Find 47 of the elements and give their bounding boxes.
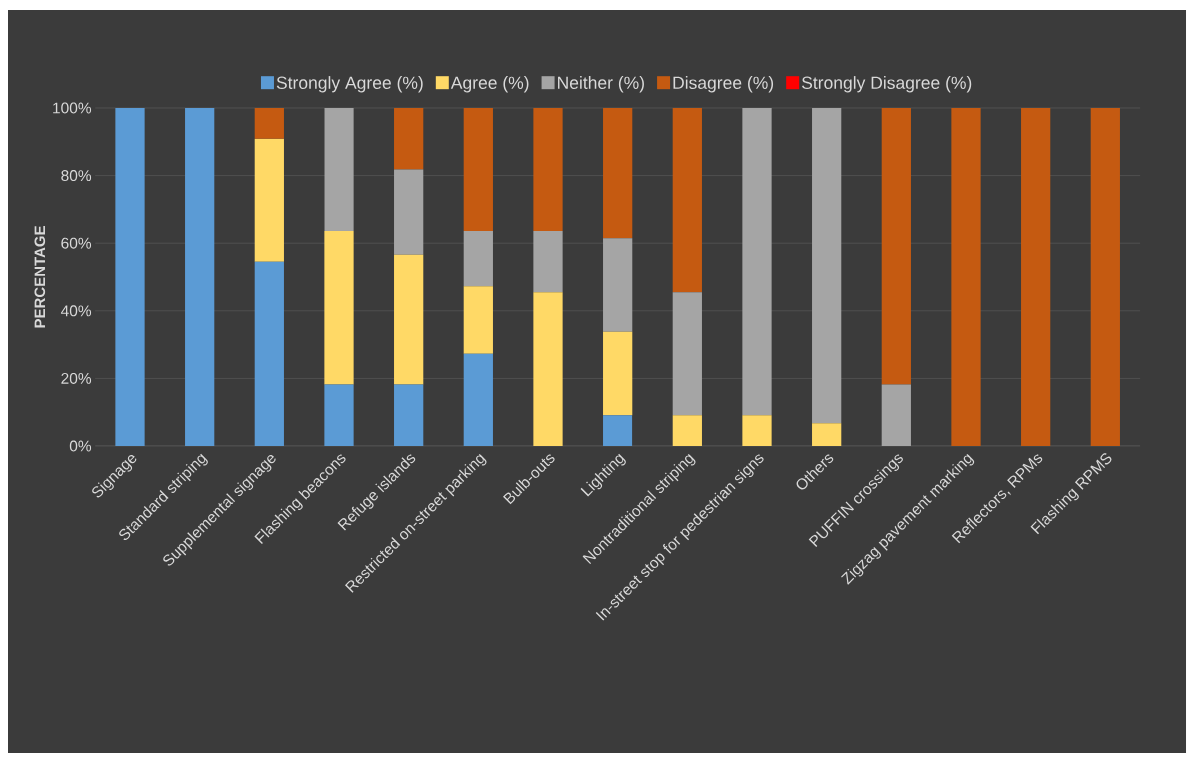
bar xyxy=(672,108,702,293)
bar xyxy=(463,108,493,232)
y-tick-label: 80% xyxy=(61,170,92,182)
bar xyxy=(1021,108,1051,446)
bar xyxy=(254,261,284,446)
bar xyxy=(533,292,563,446)
bar xyxy=(812,423,842,446)
legend-label: Strongly Disagree (%) xyxy=(801,76,972,93)
bar xyxy=(672,292,702,416)
y-tick-label: 40% xyxy=(60,305,92,317)
bar xyxy=(394,254,424,385)
bar xyxy=(533,108,563,232)
bar xyxy=(603,331,633,416)
y-tick-label: 100% xyxy=(53,102,92,114)
bar xyxy=(394,169,424,255)
bar xyxy=(742,415,772,446)
bar xyxy=(951,108,981,446)
bar xyxy=(603,108,633,239)
bar xyxy=(463,286,493,354)
legend-label: Agree (%) xyxy=(450,76,529,93)
legend-label: Neither (%) xyxy=(558,76,644,93)
bar xyxy=(533,231,563,293)
bar xyxy=(324,231,354,385)
bar xyxy=(603,238,633,332)
bar xyxy=(324,384,354,446)
bar xyxy=(881,108,911,385)
bar xyxy=(394,108,424,170)
bar xyxy=(603,415,633,446)
bar xyxy=(115,108,145,446)
bar xyxy=(1090,108,1120,446)
y-tick-label: 0% xyxy=(69,440,92,452)
y-tick-label: 60% xyxy=(61,237,92,249)
bar xyxy=(324,108,354,232)
bar xyxy=(463,231,493,287)
y-tick-label: 20% xyxy=(61,372,92,384)
y-axis-title: PERCENTAGE xyxy=(34,226,46,328)
bar xyxy=(185,108,215,446)
legend-label: Strongly Agree (%) xyxy=(276,76,423,93)
bar xyxy=(881,384,911,446)
bar xyxy=(812,108,842,424)
bar xyxy=(742,108,772,416)
bar xyxy=(394,384,424,446)
bar xyxy=(463,353,493,446)
legend-label: Disagree (%) xyxy=(673,76,774,93)
bar xyxy=(254,138,284,262)
bar xyxy=(672,415,702,446)
bar xyxy=(254,108,284,139)
